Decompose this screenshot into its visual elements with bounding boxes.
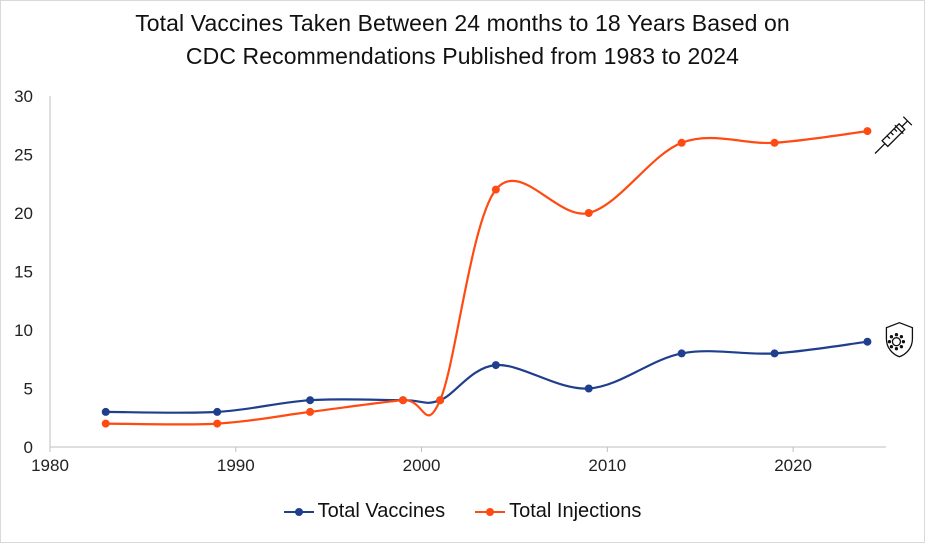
legend: Total Vaccines Total Injections — [0, 500, 925, 523]
x-tick-label: 1990 — [217, 456, 255, 475]
series-line-total-vaccines — [105, 340, 868, 414]
y-tick-label: 0 — [24, 438, 33, 457]
legend-item-total-vaccines: Total Vaccines — [283, 500, 446, 523]
data-point-total-injections — [306, 407, 315, 416]
x-tick-label: 2010 — [588, 456, 626, 475]
chart-title-line-1: Total Vaccines Taken Between 24 months t… — [135, 10, 790, 36]
data-point-total-injections — [436, 396, 445, 405]
legend-swatch-total-injections — [475, 505, 506, 519]
data-point-total-vaccines — [677, 349, 686, 358]
data-point-total-vaccines — [863, 337, 872, 346]
data-point-total-injections — [398, 396, 407, 405]
y-tick-label: 25 — [14, 146, 33, 165]
y-tick-label: 30 — [14, 87, 33, 106]
y-tick-label: 15 — [14, 263, 33, 282]
data-point-total-injections — [677, 138, 686, 147]
legend-label-total-injections: Total Injections — [509, 500, 642, 522]
series-line-total-injections — [105, 130, 868, 426]
data-point-total-vaccines — [770, 349, 779, 358]
data-point-total-vaccines — [213, 407, 222, 416]
data-point-total-vaccines — [491, 361, 500, 370]
y-tick-label: 20 — [14, 204, 33, 223]
x-tick-label: 2020 — [774, 456, 812, 475]
series-points — [101, 127, 872, 428]
legend-swatch-total-vaccines — [283, 505, 314, 519]
y-tick-label: 10 — [14, 321, 33, 340]
data-point-total-injections — [863, 127, 872, 136]
data-point-total-vaccines — [306, 396, 315, 405]
y-tick-label: 5 — [24, 380, 33, 399]
data-point-total-injections — [584, 209, 593, 217]
x-tick-label: 1980 — [31, 456, 69, 475]
data-point-total-injections — [101, 419, 110, 428]
x-tick-label: 2000 — [403, 456, 441, 475]
data-point-total-injections — [491, 185, 500, 194]
data-point-total-injections — [770, 138, 779, 147]
chart-title-line-2: CDC Recommendations Published from 1983 … — [185, 43, 740, 69]
data-point-total-injections — [213, 419, 222, 428]
data-point-total-vaccines — [584, 384, 593, 393]
series-lines — [105, 130, 868, 426]
shield-virus-icon — [885, 322, 914, 358]
syringe-icon — [874, 116, 913, 154]
series-icons — [874, 116, 914, 358]
axes: 0 5 10 15 20 25 30 1980 1990 2000 2010 2020 — [14, 87, 886, 475]
legend-label-total-vaccines: Total Vaccines — [317, 500, 446, 522]
legend-item-total-injections: Total Injections — [475, 500, 641, 523]
data-point-total-vaccines — [101, 407, 110, 416]
